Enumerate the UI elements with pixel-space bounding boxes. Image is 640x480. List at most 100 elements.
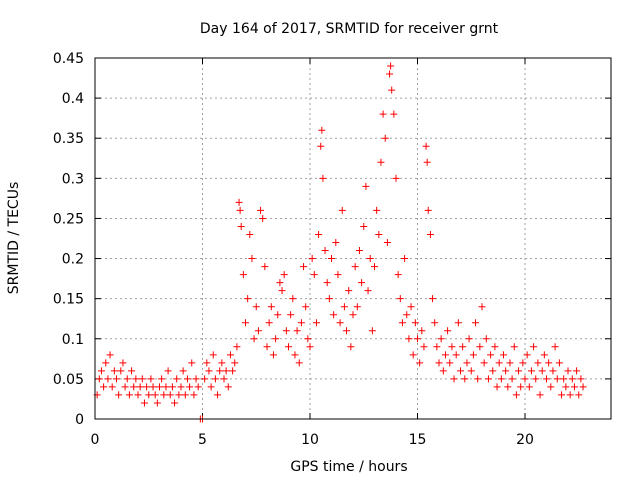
data-point xyxy=(502,367,510,375)
data-point xyxy=(310,271,318,279)
data-point xyxy=(480,359,488,367)
data-point xyxy=(566,391,574,399)
data-point xyxy=(119,359,127,367)
data-point xyxy=(418,327,426,335)
data-point xyxy=(394,271,402,279)
data-point xyxy=(411,319,419,327)
data-point xyxy=(364,287,372,295)
x-tick-label: 15 xyxy=(409,432,427,448)
data-point xyxy=(162,383,170,391)
data-point xyxy=(433,343,441,351)
data-point xyxy=(560,375,568,383)
data-point xyxy=(424,206,432,214)
data-point xyxy=(368,327,376,335)
data-point xyxy=(469,351,477,359)
data-point xyxy=(246,230,254,238)
data-point xyxy=(409,351,417,359)
data-point xyxy=(274,311,282,319)
data-point xyxy=(401,255,409,263)
data-point xyxy=(553,375,561,383)
data-point xyxy=(392,174,400,182)
data-point xyxy=(194,383,202,391)
data-point xyxy=(538,367,546,375)
data-point xyxy=(218,359,226,367)
data-point xyxy=(448,343,456,351)
data-point xyxy=(110,367,118,375)
data-point xyxy=(437,335,445,343)
data-point xyxy=(173,375,181,383)
data-point xyxy=(318,126,326,134)
data-point xyxy=(379,110,387,118)
data-point xyxy=(431,319,439,327)
data-point xyxy=(573,367,581,375)
chart-title: Day 164 of 2017, SRMTID for receiver grn… xyxy=(200,21,499,37)
data-point xyxy=(302,303,310,311)
data-point xyxy=(132,375,140,383)
data-point xyxy=(128,367,136,375)
data-point xyxy=(160,391,168,399)
data-point xyxy=(267,303,275,311)
data-point xyxy=(423,158,431,166)
data-point xyxy=(459,343,467,351)
data-point xyxy=(330,311,338,319)
data-point xyxy=(104,375,112,383)
data-point xyxy=(171,399,179,407)
data-point xyxy=(117,367,125,375)
data-point xyxy=(491,343,499,351)
data-point xyxy=(347,343,355,351)
data-point xyxy=(558,391,566,399)
data-point xyxy=(97,367,105,375)
data-point xyxy=(386,70,394,78)
data-point xyxy=(265,319,273,327)
data-point xyxy=(123,375,131,383)
data-point xyxy=(291,351,299,359)
data-point xyxy=(474,375,482,383)
data-point xyxy=(461,375,469,383)
data-point xyxy=(405,335,413,343)
data-point xyxy=(551,343,559,351)
data-point xyxy=(166,391,174,399)
data-point xyxy=(293,327,301,335)
data-point xyxy=(360,222,368,230)
data-point xyxy=(457,367,464,375)
data-point xyxy=(439,367,447,375)
data-point xyxy=(226,351,234,359)
y-tick-label: 0 xyxy=(75,412,84,428)
data-point xyxy=(254,327,262,335)
data-point xyxy=(487,351,495,359)
data-point xyxy=(158,375,166,383)
data-point xyxy=(151,391,159,399)
data-point xyxy=(145,391,153,399)
data-point xyxy=(377,158,385,166)
axis-ticks: 0 0.05 0.1 0.15 0.2 0.25 0.3 0.35 0.4 0.45 0 5 10 15 2… xyxy=(53,51,611,448)
data-point xyxy=(321,247,329,255)
y-tick-label: 0.45 xyxy=(53,51,84,67)
data-point xyxy=(467,367,475,375)
data-point xyxy=(287,311,295,319)
data-point xyxy=(383,239,391,247)
data-point xyxy=(403,311,411,319)
plot-frame xyxy=(94,57,612,420)
data-point xyxy=(362,182,370,190)
data-point xyxy=(407,303,415,311)
data-point xyxy=(547,383,555,391)
x-tick-label: 5 xyxy=(198,432,207,448)
data-point xyxy=(211,375,219,383)
y-tick-label: 0.1 xyxy=(62,332,84,348)
data-point xyxy=(435,359,443,367)
data-point xyxy=(564,367,572,375)
data-point xyxy=(102,359,110,367)
data-point xyxy=(192,375,200,383)
data-point xyxy=(190,391,198,399)
x-tick-label: 0 xyxy=(91,432,100,448)
data-point xyxy=(540,351,548,359)
data-point xyxy=(463,359,471,367)
data-point xyxy=(315,230,323,238)
data-point xyxy=(555,359,563,367)
data-point xyxy=(476,343,484,351)
data-point xyxy=(536,391,544,399)
data-point xyxy=(276,279,284,287)
data-point xyxy=(222,367,230,375)
data-point xyxy=(545,359,553,367)
